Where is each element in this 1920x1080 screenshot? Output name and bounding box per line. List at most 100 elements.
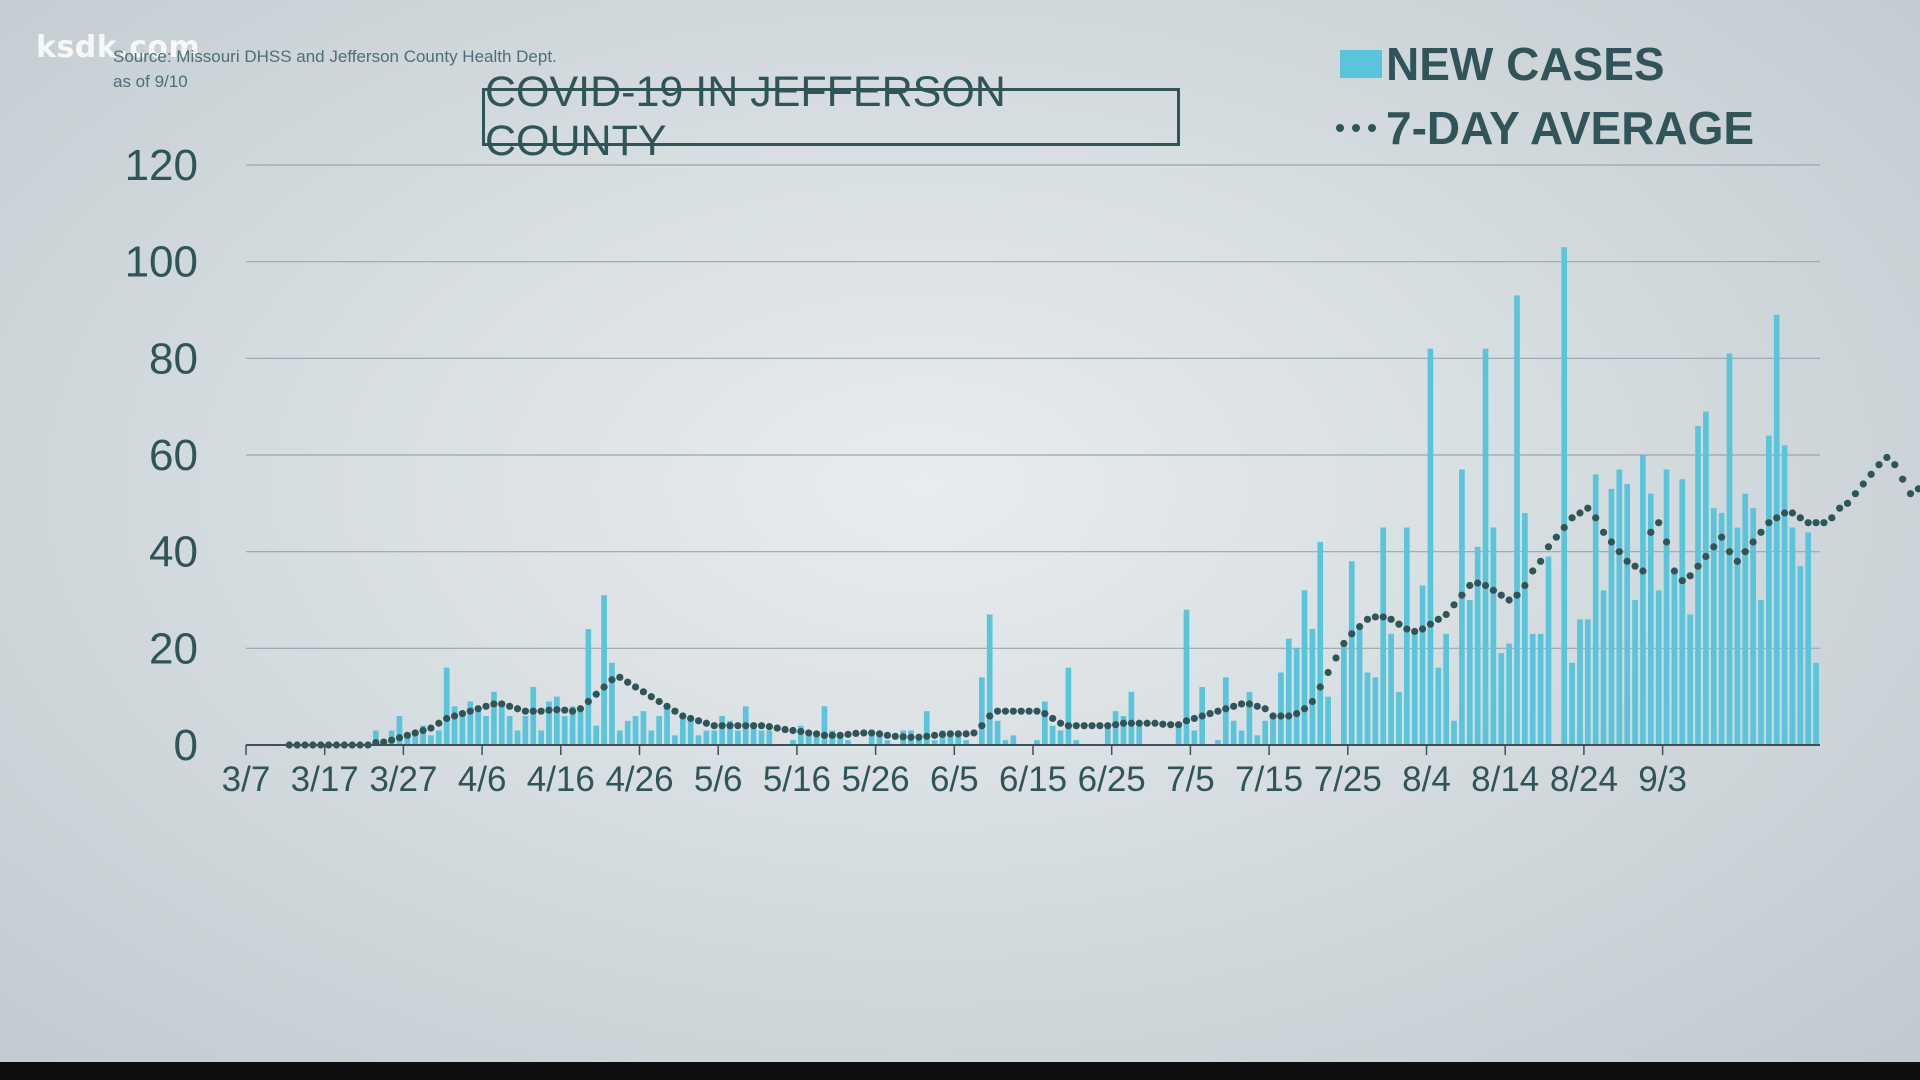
average-point	[1694, 562, 1702, 570]
average-point	[1041, 709, 1049, 718]
bar	[1529, 633, 1536, 745]
bar	[1427, 348, 1434, 745]
average-point	[1513, 591, 1521, 599]
average-point	[679, 712, 687, 720]
average-legend-label: 7-DAY AVERAGE	[1386, 102, 1754, 154]
x-tick-label: 9/3	[1638, 760, 1687, 799]
seven-day-average-line	[285, 453, 1920, 749]
bar	[1600, 590, 1607, 745]
bar	[506, 716, 513, 745]
average-point	[1167, 721, 1175, 729]
average-point	[1631, 562, 1639, 570]
source-note: Source: Missouri DHSS and Jefferson Coun…	[113, 44, 557, 94]
bar	[1655, 590, 1662, 745]
x-axis-ticks: 3/7 3/17 3/27 4/6 4/16 4/26 5/6 5/16 5/26 6/5 6/15…	[222, 745, 1687, 799]
new-cases-legend-label: NEW CASES	[1386, 38, 1665, 90]
average-point	[1851, 490, 1860, 498]
average-point	[498, 700, 506, 708]
x-tick-label: 8/4	[1402, 760, 1451, 799]
bar	[1514, 295, 1520, 745]
average-point	[1363, 615, 1372, 623]
average-point	[1056, 719, 1065, 727]
bar	[1215, 740, 1221, 745]
average-point	[1316, 683, 1324, 691]
y-axis-ticks: 0 20 40 60 80 100 120	[125, 141, 198, 770]
y-tick-label: 100	[125, 238, 198, 287]
average-point	[1096, 722, 1104, 730]
average-point	[1670, 567, 1679, 575]
bar	[577, 711, 584, 745]
bar	[396, 716, 403, 745]
bar	[947, 730, 954, 745]
bar	[1537, 633, 1544, 745]
average-point	[1481, 581, 1490, 590]
average-point	[474, 705, 482, 713]
bar	[1065, 667, 1072, 745]
average-point	[812, 730, 821, 738]
average-point	[805, 729, 813, 737]
x-tick-label: 4/26	[605, 760, 673, 799]
average-point	[1765, 519, 1773, 527]
average-point	[419, 726, 427, 735]
bar	[1506, 643, 1512, 745]
bar	[1230, 720, 1237, 745]
y-tick-label: 0	[174, 721, 198, 770]
average-point	[750, 722, 758, 730]
average-point	[868, 729, 876, 737]
average-point	[1332, 654, 1340, 662]
bar	[428, 735, 434, 745]
x-tick-label: 3/7	[222, 760, 271, 799]
average-point	[1741, 548, 1749, 556]
average-point	[687, 714, 695, 723]
bar	[1104, 725, 1111, 745]
average-point	[584, 697, 592, 706]
bar	[1364, 672, 1371, 745]
bar	[1734, 527, 1741, 745]
bar	[1057, 730, 1064, 745]
bar	[475, 711, 481, 745]
average-point	[513, 705, 522, 713]
average-point	[789, 726, 797, 735]
average-point	[1127, 719, 1135, 727]
legend: NEW CASES 7-DAY AVERAGE	[1336, 38, 1754, 154]
y-tick-label: 60	[149, 431, 198, 480]
bar	[1254, 735, 1261, 745]
average-point	[1592, 514, 1600, 522]
bar	[1545, 556, 1552, 745]
average-point	[592, 690, 600, 698]
x-tick-label: 6/15	[999, 760, 1067, 799]
average-point	[1836, 504, 1844, 512]
average-point	[1371, 613, 1379, 621]
bar	[711, 730, 718, 745]
bar	[876, 735, 883, 745]
bar	[1797, 566, 1804, 745]
bar	[601, 595, 607, 745]
bar	[1482, 348, 1489, 745]
average-point	[1009, 707, 1017, 715]
bar	[1718, 513, 1725, 745]
average-point	[529, 707, 537, 715]
average-point	[1112, 721, 1120, 729]
average-point	[411, 729, 419, 737]
average-point	[923, 732, 931, 740]
average-point	[537, 707, 545, 715]
bar	[1805, 532, 1812, 745]
average-point	[1198, 712, 1206, 720]
average-point	[1379, 613, 1387, 621]
bar	[1687, 614, 1693, 745]
bar	[837, 735, 844, 745]
average-point	[1458, 591, 1466, 599]
bar	[498, 701, 505, 745]
bar	[632, 716, 639, 745]
bar	[1710, 508, 1717, 745]
bar	[750, 725, 757, 745]
average-point	[1757, 528, 1765, 536]
average-point	[1914, 485, 1920, 493]
y-tick-label: 20	[149, 624, 198, 673]
average-point	[1537, 557, 1545, 565]
bar	[1647, 493, 1654, 745]
bar	[1435, 667, 1442, 745]
average-point	[624, 678, 632, 686]
bar	[1278, 672, 1284, 745]
